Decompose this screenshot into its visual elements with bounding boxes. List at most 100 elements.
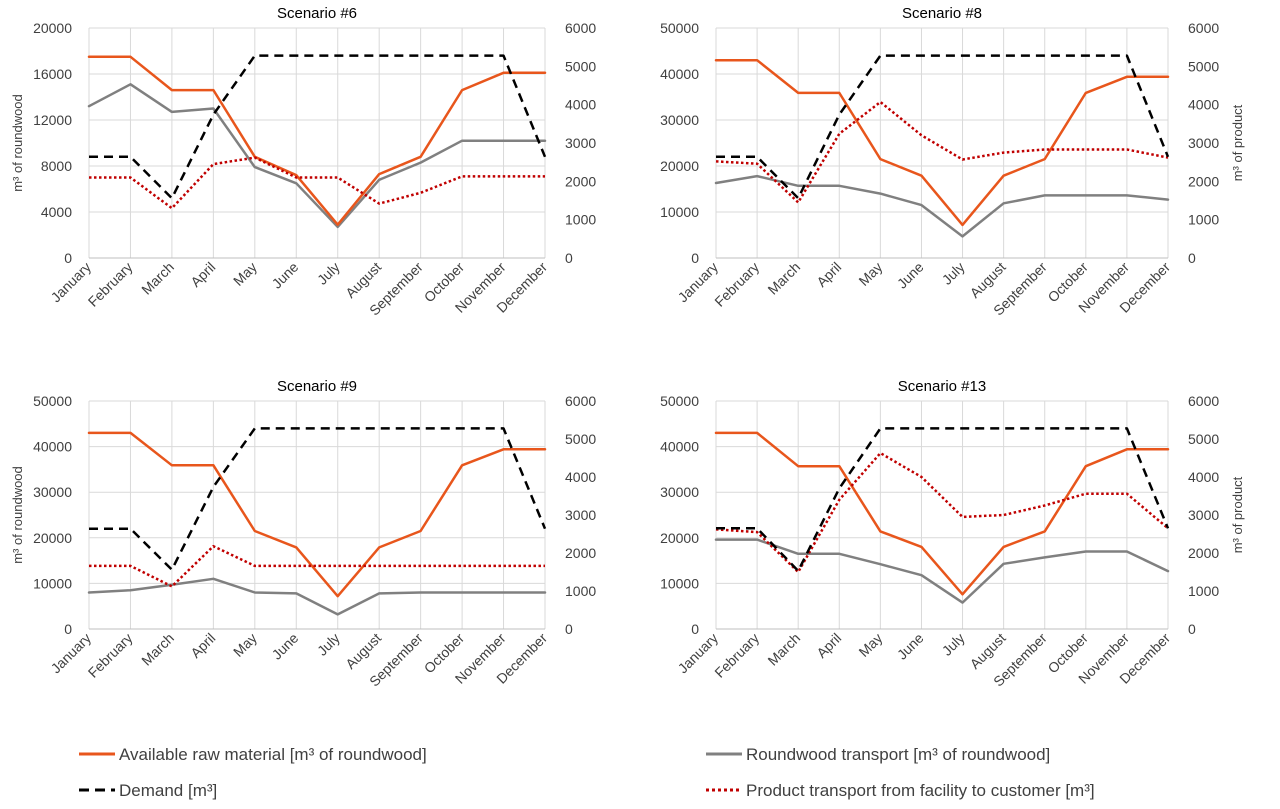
- y2-tick-label: 3000: [565, 135, 596, 151]
- y2-tick-label: 4000: [565, 97, 596, 113]
- x-tick-label: May: [855, 630, 885, 660]
- y-tick-label: 0: [64, 621, 72, 637]
- y2-tick-label: 6000: [565, 393, 596, 409]
- y2-tick-label: 0: [1188, 621, 1196, 637]
- x-tick-label: June: [894, 630, 927, 663]
- y-tick-label: 40000: [660, 66, 699, 82]
- y-axis-label: m³ of roundwood: [10, 94, 25, 192]
- y2-tick-label: 1000: [565, 212, 596, 228]
- y-tick-label: 0: [64, 250, 72, 266]
- y2-tick-label: 2000: [1188, 173, 1219, 189]
- x-tick-label: May: [230, 630, 260, 660]
- series-line-transport: [714, 174, 1170, 238]
- y-tick-label: 40000: [660, 439, 699, 455]
- chart-panel-3: 0 10000 20000 30000 40000 50000 0 1000 2000 3000 4…: [10, 378, 596, 690]
- y-tick-label: 4000: [41, 204, 72, 220]
- series-line-transport: [87, 577, 547, 616]
- x-tick-label: April: [813, 630, 844, 661]
- x-tick-label: February: [85, 259, 136, 310]
- y2-tick-label: 1000: [1188, 583, 1219, 599]
- x-tick-label: June: [269, 630, 302, 663]
- legend-label-raw: Available raw material [m³ of roundwood]: [119, 745, 427, 764]
- y-tick-label: 40000: [33, 439, 72, 455]
- y-tick-label: 0: [691, 250, 699, 266]
- x-tick-label: February: [711, 630, 762, 681]
- y-tick-label: 12000: [33, 112, 72, 128]
- x-tick-label: March: [764, 259, 803, 298]
- y2-tick-label: 6000: [1188, 20, 1219, 36]
- x-tick-label: July: [939, 630, 968, 659]
- y-tick-label: 20000: [660, 158, 699, 174]
- y2-tick-label: 3000: [1188, 507, 1219, 523]
- legend-label-demand: Demand [m³]: [119, 781, 217, 800]
- y2-tick-label: 4000: [1188, 97, 1219, 113]
- x-tick-label: April: [187, 259, 218, 290]
- y2-tick-label: 0: [1188, 250, 1196, 266]
- x-tick-label: February: [711, 259, 762, 310]
- series-line-product: [715, 451, 1169, 574]
- series-line-product: [89, 156, 545, 210]
- y2-tick-label: 3000: [565, 507, 596, 523]
- chart-panel-4: 0 10000 20000 30000 40000 50000 0 1000 2000 3000 4…: [660, 378, 1245, 690]
- y2-tick-label: 0: [565, 621, 573, 637]
- legend: Available raw material [m³ of roundwood]…: [79, 745, 1095, 800]
- y-tick-label: 50000: [33, 393, 72, 409]
- series-line-raw: [714, 58, 1170, 227]
- y-tick-label: 30000: [33, 484, 72, 500]
- x-tick-label: February: [85, 630, 136, 681]
- y2-axis-label: m³ of product: [1230, 476, 1245, 553]
- y2-tick-label: 5000: [565, 58, 596, 74]
- y-tick-label: 30000: [660, 112, 699, 128]
- x-tick-label: May: [230, 259, 260, 289]
- series-line-demand: [716, 54, 1170, 200]
- chart-title: Scenario #6: [277, 5, 357, 22]
- y-tick-label: 10000: [33, 575, 72, 591]
- series-line-product: [715, 100, 1169, 204]
- y2-tick-label: 5000: [1188, 58, 1219, 74]
- x-tick-label: March: [138, 259, 177, 298]
- x-tick-label: May: [855, 259, 885, 289]
- x-tick-label: June: [269, 259, 302, 292]
- y2-tick-label: 6000: [1188, 393, 1219, 409]
- x-tick-label: June: [894, 259, 927, 292]
- y-tick-label: 30000: [660, 484, 699, 500]
- y2-tick-label: 2000: [1188, 545, 1219, 561]
- y2-tick-label: 2000: [565, 545, 596, 561]
- y-tick-label: 10000: [660, 204, 699, 220]
- y-tick-label: 16000: [33, 66, 72, 82]
- chart-title: Scenario #8: [902, 5, 982, 22]
- y-tick-label: 20000: [33, 530, 72, 546]
- y-tick-label: 8000: [41, 158, 72, 174]
- y2-tick-label: 6000: [565, 20, 596, 36]
- y-tick-label: 10000: [660, 575, 699, 591]
- series-line-raw: [714, 431, 1170, 596]
- legend-label-product: Product transport from facility to custo…: [746, 781, 1095, 800]
- series-line-raw: [87, 55, 547, 226]
- y2-tick-label: 1000: [565, 583, 596, 599]
- x-tick-label: July: [939, 259, 968, 288]
- x-tick-label: April: [813, 259, 844, 290]
- x-tick-label: March: [764, 630, 803, 669]
- y2-tick-label: 3000: [1188, 135, 1219, 151]
- y2-tick-label: 4000: [565, 469, 596, 485]
- y2-tick-label: 2000: [565, 173, 596, 189]
- chart-panel-1: 0 4000 8000 12000 16000 20000 0 1000 2000 3000 400…: [10, 5, 596, 319]
- y2-tick-label: 0: [565, 250, 573, 266]
- series-line-raw: [87, 431, 547, 598]
- x-tick-label: April: [187, 630, 218, 661]
- y-tick-label: 20000: [660, 530, 699, 546]
- chart-title: Scenario #9: [277, 378, 357, 395]
- y2-tick-label: 4000: [1188, 469, 1219, 485]
- chart-title: Scenario #13: [898, 378, 986, 395]
- series-line-transport: [87, 83, 547, 229]
- series-line-demand: [89, 427, 547, 571]
- x-tick-label: July: [314, 630, 343, 659]
- y2-axis-label: m³ of product: [1230, 104, 1245, 181]
- series-line-transport: [714, 538, 1170, 604]
- y-tick-label: 0: [691, 621, 699, 637]
- y2-tick-label: 1000: [1188, 212, 1219, 228]
- y-axis-label: m³ of roundwood: [10, 466, 25, 564]
- y-tick-label: 50000: [660, 20, 699, 36]
- x-tick-label: March: [138, 630, 177, 669]
